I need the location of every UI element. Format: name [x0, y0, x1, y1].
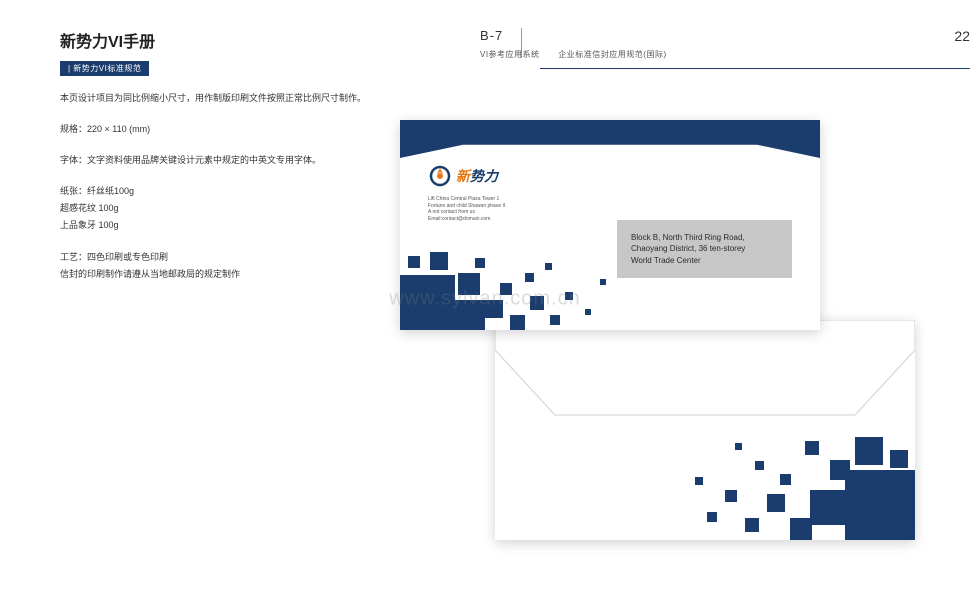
logo-icon	[428, 164, 452, 188]
section-desc-right: 企业标准信封应用规范(国际)	[558, 50, 666, 59]
addr-line2: Chaoyang District, 36 ten-storey	[631, 243, 778, 254]
spec-p5: 工艺：四色印刷或专色印刷 信封的印刷制作请遵从当地邮政局的规定制作	[60, 249, 370, 283]
spec-p4: 纸张：纤丝纸100g 超感花纹 100g 上品象牙 100g	[60, 183, 370, 234]
envelope-back	[495, 320, 915, 540]
page-number: 22	[954, 28, 970, 44]
logo-address: Lift China Central Plaza Tower 1 Fortune…	[428, 196, 548, 222]
spec-p2: 规格：220 × 110 (mm)	[60, 121, 370, 138]
envelope-front: 新势力 Lift China Central Plaza Tower 1 For…	[400, 120, 820, 330]
section-code: B-7	[480, 28, 910, 43]
header-rule	[540, 68, 970, 69]
envelope-back-flap	[495, 320, 915, 420]
subtitle-bar: | 新势力VI标准规范	[60, 61, 149, 76]
spec-p3: 字体：文字资料使用品牌关键设计元素中规定的中英文专用字体。	[60, 152, 370, 169]
brand-logo: 新势力	[428, 164, 498, 188]
addr-line1: Block B, North Third Ring Road,	[631, 232, 778, 243]
logo-text: 新势力	[456, 166, 498, 186]
section-desc: VI参考应用系统 企业标准信封应用规范(国际)	[480, 49, 910, 60]
pixel-pattern-front	[400, 240, 630, 330]
section-desc-left: VI参考应用系统	[480, 50, 540, 59]
envelope-mockups: 新势力 Lift China Central Plaza Tower 1 For…	[400, 120, 920, 560]
addr-line3: World Trade Center	[631, 255, 778, 266]
manual-title: 新势力VI手册	[60, 28, 480, 52]
address-window: Block B, North Third Ring Road, Chaoyang…	[617, 220, 792, 278]
spec-p1: 本页设计项目为同比例缩小尺寸，用作制版印刷文件按照正常比例尺寸制作。	[60, 90, 370, 107]
pixel-pattern-back	[695, 420, 915, 540]
spec-text: 本页设计项目为同比例缩小尺寸，用作制版印刷文件按照正常比例尺寸制作。 规格：22…	[60, 90, 370, 297]
